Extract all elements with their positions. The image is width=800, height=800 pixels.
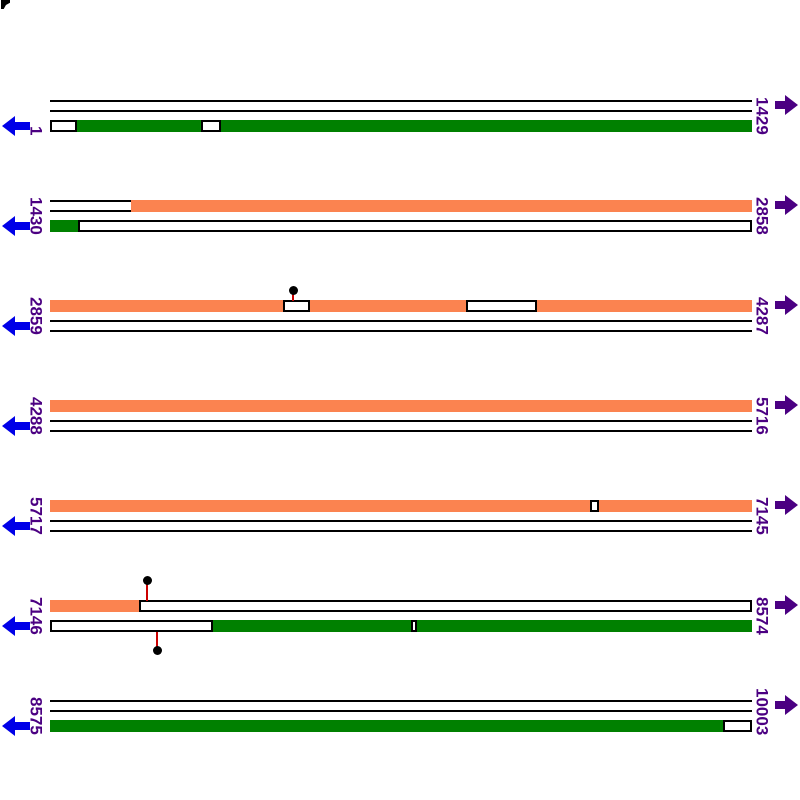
exon-segment[interactable] — [213, 620, 411, 632]
sequence-row: 1 1429 — [0, 0, 800, 136]
exon-segment[interactable] — [599, 500, 752, 512]
frame-line — [50, 700, 752, 702]
next-arrow-button[interactable] — [775, 394, 798, 421]
row-start-coordinate-wrap: 1430 — [26, 189, 46, 235]
exon-segment[interactable] — [50, 220, 78, 232]
exon-segment[interactable] — [77, 120, 201, 132]
row-start-coordinate-wrap: 8575 — [26, 689, 46, 735]
prev-arrow-button[interactable] — [2, 515, 30, 542]
row-end-coordinate: 1429 — [752, 97, 772, 135]
sequence-row: 4288 5716 — [0, 0, 800, 436]
row-end-coordinate: 4287 — [752, 297, 772, 335]
gap-segment — [50, 120, 77, 132]
gap-segment — [723, 720, 752, 732]
exon-segment[interactable] — [50, 300, 283, 312]
row-start-coordinate-wrap: 4288 — [26, 389, 46, 435]
marker-dot — [152, 645, 162, 655]
exon-segment[interactable] — [50, 720, 723, 732]
exon-segment[interactable] — [221, 120, 752, 132]
row-end-coordinate: 2858 — [752, 197, 772, 235]
gap-segment — [283, 300, 310, 312]
frame-line — [50, 520, 752, 522]
corner-clipped-glyph — [1, 0, 10, 9]
frame-line — [50, 710, 752, 712]
frame-line — [50, 110, 752, 112]
exon-segment[interactable] — [50, 600, 139, 612]
frame-line — [50, 100, 752, 102]
marker-stem — [146, 580, 148, 601]
next-arrow-button[interactable] — [775, 94, 798, 121]
row-start-coordinate: 8575 — [26, 697, 46, 735]
gap-segment — [466, 300, 537, 312]
row-end-coordinate-wrap: 8574 — [752, 589, 772, 635]
exon-segment[interactable] — [537, 300, 752, 312]
next-arrow-button[interactable] — [775, 194, 798, 221]
prev-arrow-button[interactable] — [2, 715, 30, 742]
row-end-coordinate: 8574 — [752, 597, 772, 635]
frame-line — [50, 420, 752, 422]
frame-line — [50, 320, 752, 322]
frame-line — [50, 430, 752, 432]
row-end-coordinate-wrap: 7145 — [752, 489, 772, 535]
prev-arrow-button[interactable] — [2, 615, 30, 642]
row-start-coordinate: 1 — [26, 125, 46, 135]
gap-segment — [590, 500, 599, 512]
row-end-coordinate: 7145 — [752, 497, 772, 535]
exon-segment[interactable] — [50, 500, 590, 512]
sequence-row: 1430 2858 — [0, 0, 800, 236]
marker-dot — [288, 285, 298, 295]
row-start-coordinate-wrap: 5717 — [26, 489, 46, 535]
exon-segment[interactable] — [50, 400, 752, 412]
gap-segment — [201, 120, 221, 132]
gap-segment — [411, 620, 417, 632]
row-end-coordinate-wrap: 2858 — [752, 189, 772, 235]
row-start-coordinate-wrap: 2859 — [26, 289, 46, 335]
sequence-row: 2859 4287 — [0, 0, 800, 336]
marker-dot — [142, 575, 152, 585]
prev-arrow-button[interactable] — [2, 315, 30, 342]
row-start-coordinate: 2859 — [26, 297, 46, 335]
row-end-coordinate-wrap: 10003 — [752, 687, 772, 735]
next-arrow-button[interactable] — [775, 494, 798, 521]
row-end-coordinate: 10003 — [752, 687, 772, 735]
exon-segment[interactable] — [417, 620, 752, 632]
row-end-coordinate-wrap: 5716 — [752, 389, 772, 435]
row-end-coordinate-wrap: 4287 — [752, 289, 772, 335]
row-end-coordinate-wrap: 1429 — [752, 89, 772, 135]
sequence-row: 8575 10003 — [0, 0, 800, 736]
row-start-coordinate: 4288 — [26, 397, 46, 435]
row-start-coordinate: 1430 — [26, 197, 46, 235]
prev-arrow-button[interactable] — [2, 215, 30, 242]
marker-stem — [156, 632, 158, 650]
prev-arrow-button[interactable] — [2, 415, 30, 442]
next-arrow-button[interactable] — [775, 594, 798, 621]
next-arrow-button[interactable] — [775, 694, 798, 721]
next-arrow-button[interactable] — [775, 294, 798, 321]
gap-segment — [78, 220, 752, 232]
frame-line — [50, 330, 752, 332]
marker-stem — [292, 290, 294, 301]
row-start-coordinate-wrap: 1 — [26, 89, 46, 135]
exon-segment[interactable] — [131, 200, 752, 212]
row-end-coordinate: 5716 — [752, 397, 772, 435]
prev-arrow-button[interactable] — [2, 115, 30, 142]
gap-segment — [50, 620, 213, 632]
row-start-coordinate: 7146 — [26, 597, 46, 635]
sequence-row: 5717 7145 — [0, 0, 800, 536]
row-start-coordinate: 5717 — [26, 497, 46, 535]
frame-line — [50, 530, 752, 532]
sequence-row: 7146 8574 — [0, 0, 800, 655]
row-start-coordinate-wrap: 7146 — [26, 589, 46, 635]
gap-segment — [139, 600, 752, 612]
exon-segment[interactable] — [310, 300, 466, 312]
